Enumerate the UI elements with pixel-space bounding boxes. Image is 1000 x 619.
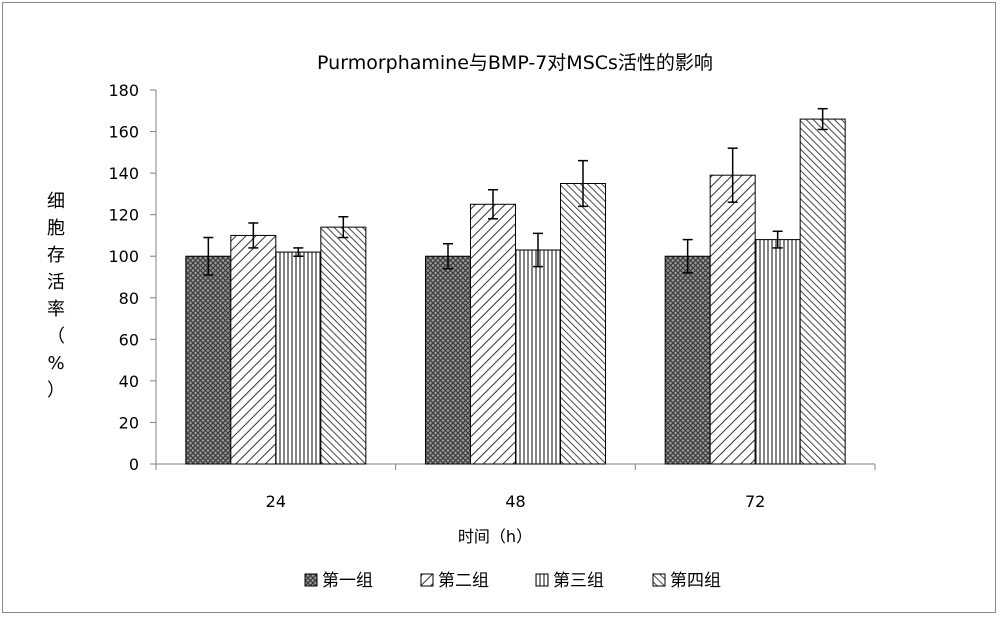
y-axis-label-char: 活 bbox=[47, 272, 65, 293]
legend-label: 第三组 bbox=[553, 571, 604, 591]
y-tick-label: 120 bbox=[108, 206, 139, 225]
bar-series-3-cat-48 bbox=[516, 250, 561, 464]
y-axis-label-char: 细 bbox=[47, 191, 65, 212]
bars bbox=[186, 109, 845, 464]
y-axis-label-char: （ bbox=[47, 326, 65, 347]
legend-label: 第二组 bbox=[438, 571, 489, 591]
y-tick-label: 140 bbox=[108, 164, 139, 183]
legend-swatch bbox=[421, 574, 433, 586]
y-axis-label-char: 胞 bbox=[47, 218, 65, 239]
y-axis-label-char: 率 bbox=[47, 299, 65, 320]
y-tick-label: 60 bbox=[119, 330, 139, 349]
chart-title: Purmorphamine与BMP-7对MSCs活性的影响 bbox=[317, 52, 713, 74]
bar-series-3-cat-72 bbox=[755, 240, 800, 464]
legend-swatch bbox=[536, 574, 548, 586]
y-tick-label: 20 bbox=[119, 413, 139, 432]
legend: 第一组 第二组 第三组 第四组 bbox=[305, 571, 721, 591]
y-axis-label-char: 存 bbox=[47, 245, 65, 266]
y-tick-label: 80 bbox=[119, 289, 139, 308]
bar-series-3-cat-24 bbox=[276, 252, 321, 464]
legend-label: 第四组 bbox=[670, 571, 721, 591]
y-tick-label: 180 bbox=[108, 81, 139, 100]
bar-series-1-cat-48 bbox=[426, 256, 471, 464]
legend-swatch bbox=[653, 574, 665, 586]
legend-label: 第一组 bbox=[322, 571, 373, 591]
bar-series-1-cat-24 bbox=[186, 256, 231, 464]
y-axis-label-char: % bbox=[47, 353, 64, 374]
bar-series-4-cat-24 bbox=[321, 227, 366, 464]
bar-series-2-cat-48 bbox=[471, 204, 516, 464]
legend-swatch bbox=[305, 574, 317, 586]
bar-series-4-cat-48 bbox=[561, 184, 606, 465]
y-tick-label: 0 bbox=[129, 455, 139, 474]
bar-series-1-cat-72 bbox=[665, 256, 710, 464]
y-tick-label: 40 bbox=[119, 372, 139, 391]
y-tick-label: 100 bbox=[108, 247, 139, 266]
x-tick-label: 48 bbox=[505, 492, 525, 511]
x-axis-label: 时间（h） bbox=[458, 527, 532, 546]
y-tick-label: 160 bbox=[108, 123, 139, 142]
x-tick-label: 72 bbox=[745, 492, 765, 511]
bar-series-2-cat-24 bbox=[231, 235, 276, 464]
y-axis-label-char: ） bbox=[47, 380, 65, 401]
x-tick-label: 24 bbox=[266, 492, 286, 511]
bar-series-4-cat-72 bbox=[800, 119, 845, 464]
y-axis-label-group: 细胞存活率 （% ） bbox=[47, 191, 65, 401]
bar-series-2-cat-72 bbox=[710, 175, 755, 464]
bar-chart: Purmorphamine与BMP-7对MSCs活性的影响 时间（h） 细胞存活… bbox=[3, 3, 997, 614]
